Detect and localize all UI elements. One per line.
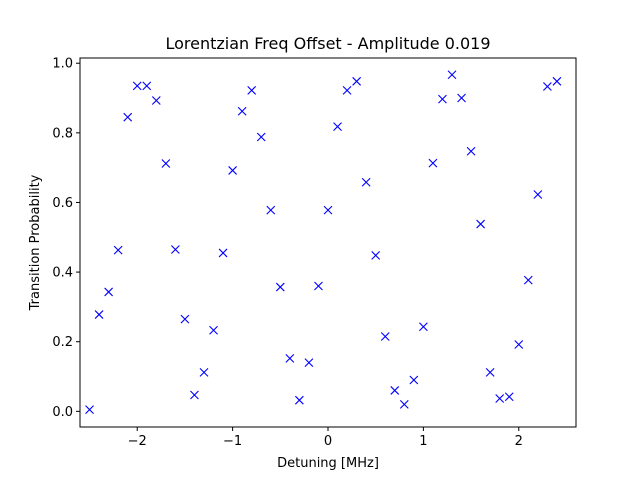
- y-tick-label: 0.8: [52, 126, 73, 141]
- y-tick-label: 0.0: [52, 405, 73, 420]
- data-point: [399, 399, 409, 409]
- data-point: [304, 358, 314, 367]
- y-axis: 0.0 0.2 0.4 0.6 0.8 1.0: [52, 57, 80, 420]
- data-point: [342, 85, 352, 95]
- data-point: [552, 76, 562, 86]
- data-point: [161, 159, 171, 168]
- data-point: [266, 205, 276, 215]
- x-tick-label: 0: [324, 434, 332, 449]
- data-point: [418, 322, 428, 332]
- data-point: [371, 250, 381, 260]
- data-point: [390, 386, 400, 395]
- data-point: [247, 85, 257, 95]
- data-point: [466, 146, 476, 156]
- data-point: [199, 367, 209, 377]
- data-point: [447, 70, 457, 80]
- data-point: [504, 392, 514, 402]
- data-point: [151, 96, 161, 105]
- data-point: [361, 177, 371, 187]
- x-tick-label: 2: [515, 434, 523, 449]
- chart-title: Lorentzian Freq Offset - Amplitude 0.019: [165, 34, 490, 53]
- y-tick-label: 0.6: [52, 196, 73, 211]
- data-point: [333, 122, 342, 131]
- x-tick-label: −1: [223, 434, 242, 449]
- data-point: [514, 340, 524, 349]
- data-point: [123, 112, 133, 122]
- data-point: [94, 310, 104, 319]
- y-axis-label: Transition Probability: [28, 174, 43, 311]
- data-point: [170, 245, 180, 254]
- x-axis: −2 −1 0 1 2: [128, 427, 523, 449]
- data-point: [228, 166, 238, 175]
- data-point: [180, 314, 190, 324]
- data-point: [285, 354, 295, 363]
- data-point: [533, 190, 543, 199]
- data-point: [294, 395, 304, 405]
- x-tick-label: −2: [128, 434, 147, 449]
- data-point: [237, 106, 247, 116]
- data-point: [132, 81, 142, 91]
- data-point: [218, 248, 228, 258]
- data-markers: [85, 70, 562, 414]
- data-point: [209, 325, 218, 335]
- y-tick-label: 0.4: [52, 266, 73, 281]
- x-axis-label: Detuning [MHz]: [277, 456, 379, 471]
- data-point: [275, 282, 285, 292]
- data-point: [380, 332, 390, 341]
- data-point: [523, 275, 533, 285]
- data-point: [485, 367, 495, 377]
- data-point: [104, 287, 114, 297]
- data-point: [142, 81, 152, 91]
- data-point: [256, 132, 266, 142]
- data-point: [495, 394, 505, 403]
- data-point: [352, 76, 362, 86]
- data-point: [85, 405, 94, 414]
- data-point: [457, 93, 466, 103]
- data-point: [323, 205, 333, 215]
- data-point: [113, 245, 123, 255]
- data-point: [409, 375, 419, 385]
- data-point: [428, 158, 438, 168]
- x-tick-label: 1: [419, 434, 427, 449]
- data-point: [190, 390, 199, 400]
- data-point: [542, 82, 552, 91]
- data-point: [314, 281, 323, 291]
- y-tick-label: 0.2: [52, 335, 73, 350]
- data-point: [476, 219, 486, 229]
- data-point: [438, 94, 447, 104]
- y-tick-label: 1.0: [52, 57, 73, 72]
